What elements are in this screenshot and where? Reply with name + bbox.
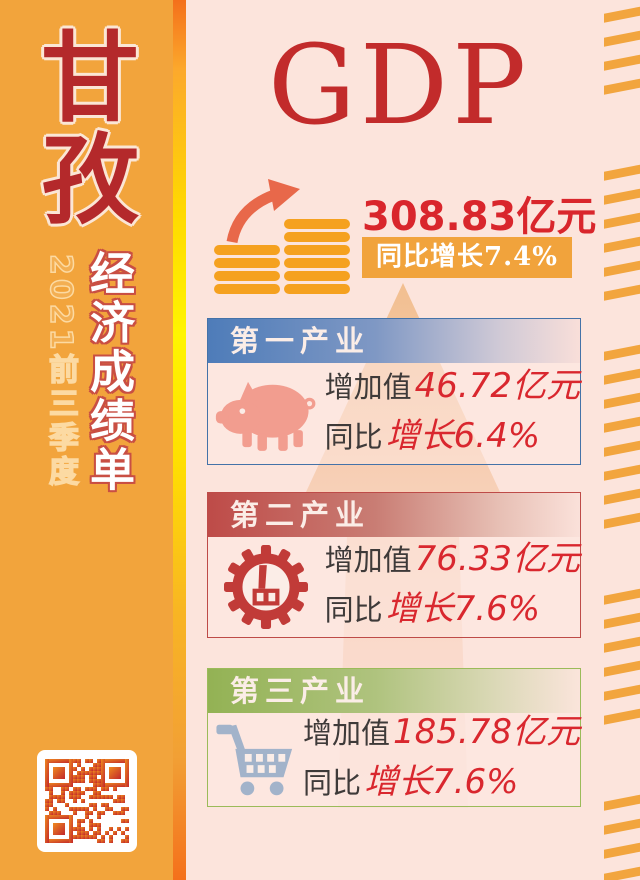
dash [604,392,640,409]
growth-row: 同比增长7.6% [303,760,580,810]
dash [604,464,640,481]
dash [604,660,640,677]
growth-number: 增长6.4% [385,415,541,456]
dash [604,30,640,47]
value-label: 增加值 [324,369,412,404]
card-stats: 增加值46.72亿元 同比增长6.4% [325,364,580,464]
card-primary-industry: 第一产业 [207,318,581,465]
dash [604,818,640,835]
growth-row: 同比增长6.4% [325,414,580,464]
dash [604,512,640,529]
dash [604,588,640,605]
growth-label: 同比 [303,765,362,800]
growth-label: 同比 [324,419,383,454]
gdp-growth-badge: 同比增长7.4% [362,237,572,278]
qr-code-icon [45,759,129,843]
dash [604,54,640,71]
growth-label: 同比 [324,593,383,627]
value-row: 增加值185.78亿元 [303,710,580,760]
value-row: 增加值46.72亿元 [325,364,580,414]
dash [604,684,640,701]
dash [604,612,640,629]
card-body: 增加值46.72亿元 同比增长6.4% [208,363,580,464]
dash [604,188,640,205]
region-title: 甘孜 [24,26,138,230]
dash [604,416,640,433]
dash [604,6,640,23]
up-arrow-icon [226,179,300,244]
card-stats: 增加值76.33亿元 同比增长7.6% [325,537,580,637]
coins-up-arrow-icon [206,176,356,298]
shopping-cart-icon [208,720,303,800]
value-number: 76.33亿元 [414,539,580,579]
card-body: 增加值76.33亿元 同比增长7.6% [208,537,580,637]
report-title: 经济成绩单 [82,250,135,495]
card-secondary-industry: 第二产业 [207,492,581,638]
dash [604,284,640,301]
growth-row: 同比增长7.6% [325,587,580,637]
qr-code [37,750,137,852]
dash [604,488,640,505]
dash [604,212,640,229]
value-row: 增加值76.33亿元 [325,537,580,587]
value-label: 增加值 [324,543,412,577]
dash [604,236,640,253]
dash [604,164,640,181]
card-stats: 增加值185.78亿元 同比增长7.6% [303,710,580,810]
dash [604,78,640,95]
sidebar: 甘孜 2021前三季度 经济成绩单 [0,0,186,880]
value-number: 46.72亿元 [414,365,580,406]
sidebar-gradient-strip [173,0,186,880]
card-body: 增加值185.78亿元 同比增长7.6% [208,712,580,806]
dash [604,636,640,653]
dash [604,368,640,385]
dash [604,794,640,811]
card-tertiary-industry: 第三产业 [207,668,581,807]
dash [604,260,640,277]
card-header: 第三产业 [208,669,580,713]
value-label: 增加值 [303,715,391,750]
dash [604,708,640,725]
gdp-title: GDP [268,21,531,149]
edge-dash-pattern [604,0,640,880]
dash [604,842,640,859]
gdp-value: 308.83亿元 [362,194,597,240]
dash [604,866,640,880]
dash [604,344,640,361]
value-number: 185.78亿元 [393,711,580,752]
growth-number: 增长7.6% [385,589,541,629]
card-header: 第一产业 [208,319,580,363]
growth-number: 增长7.6% [364,761,519,802]
period-label: 2021前三季度 [42,253,79,490]
card-header: 第二产业 [208,493,580,537]
pig-icon [208,375,325,453]
coins-icon [214,179,350,294]
dash [604,440,640,457]
factory-gear-icon [208,545,325,629]
